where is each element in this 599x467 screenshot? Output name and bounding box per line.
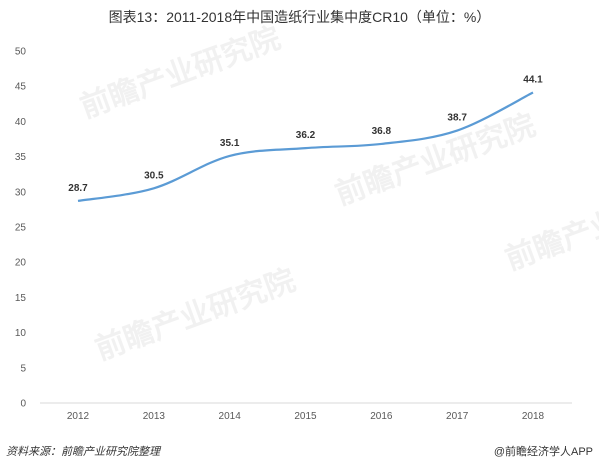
- y-tick-label: 20: [15, 258, 27, 269]
- watermark-text: 前瞻产业研究院: [501, 173, 599, 277]
- y-tick-label: 10: [15, 328, 27, 339]
- data-label: 28.7: [68, 183, 88, 194]
- data-label: 36.2: [296, 130, 316, 141]
- data-label: 44.1: [523, 75, 543, 86]
- x-tick-label: 2013: [143, 411, 166, 422]
- y-tick-label: 40: [15, 117, 27, 128]
- data-labels: 28.7 30.5 35.1 36.2 36.8 38.7 44.1: [68, 75, 543, 194]
- x-axis: 2012 2013 2014 2015 2016 2017 2018: [67, 411, 545, 422]
- y-tick-label: 25: [15, 223, 27, 234]
- watermark-text: 前瞻产业研究院: [91, 263, 300, 367]
- y-axis: 0 5 10 15 20 25 30 35 40 45 50: [15, 47, 27, 410]
- brand-credit: @前瞻经济学人APP: [494, 444, 593, 458]
- data-label: 36.8: [372, 126, 392, 137]
- x-tick-label: 2018: [522, 411, 545, 422]
- y-tick-label: 35: [15, 152, 27, 163]
- y-tick-label: 30: [15, 187, 27, 198]
- y-tick-label: 45: [15, 82, 27, 93]
- data-label: 38.7: [447, 113, 467, 124]
- data-label: 30.5: [144, 170, 164, 181]
- x-tick-label: 2014: [219, 411, 242, 422]
- x-tick-label: 2015: [294, 411, 317, 422]
- watermark-text: 前瞻产业研究院: [76, 21, 285, 125]
- source-note: 资料来源：前瞻产业研究院整理: [6, 445, 162, 458]
- y-tick-label: 50: [15, 47, 27, 58]
- y-tick-label: 15: [15, 293, 27, 304]
- y-tick-label: 0: [20, 399, 26, 410]
- y-tick-label: 5: [20, 363, 26, 374]
- watermark-text: 前瞻产业研究院: [331, 108, 540, 212]
- x-tick-label: 2016: [370, 411, 393, 422]
- series-line: [77, 91, 534, 203]
- chart-title: 图表13：2011-2018年中国造纸行业集中度CR10（单位：%）: [109, 9, 491, 25]
- watermark-layer: 前瞻产业研究院 前瞻产业研究院 前瞻产业研究院 前瞻产业研究院: [76, 21, 599, 367]
- x-tick-label: 2017: [446, 411, 469, 422]
- data-label: 35.1: [220, 138, 240, 149]
- x-tick-label: 2012: [67, 411, 90, 422]
